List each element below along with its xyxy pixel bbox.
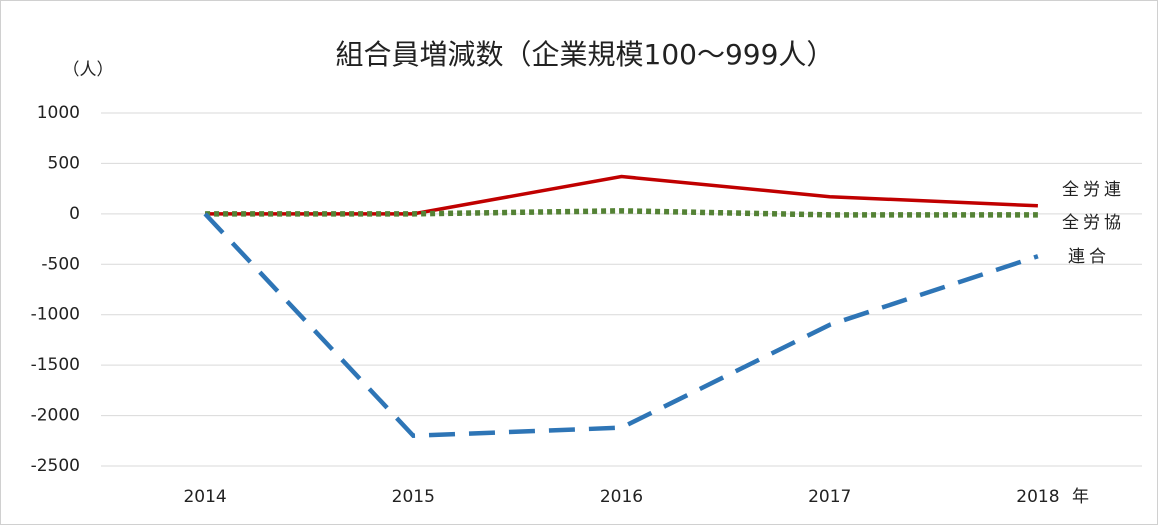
x-tick-label: 2018 xyxy=(1016,487,1059,507)
y-tick-label: -500 xyxy=(41,254,80,274)
series-line xyxy=(203,212,1039,439)
series-label: 全労協 xyxy=(1062,213,1125,233)
y-tick-label: -1000 xyxy=(31,305,80,325)
chart-title: 組合員増減数（企業規模100～999人） xyxy=(336,38,835,71)
series-label: 連合 xyxy=(1068,247,1110,267)
y-tick-label: 500 xyxy=(48,153,80,173)
x-tick-label: 2015 xyxy=(392,487,435,507)
x-tick-label: 2017 xyxy=(808,487,851,507)
y-tick-label: 0 xyxy=(69,204,80,224)
series-label: 全労連 xyxy=(1062,180,1125,200)
y-tick-label: -2000 xyxy=(31,406,80,426)
x-tick-label: 2014 xyxy=(183,487,226,507)
y-tick-label: -1500 xyxy=(31,355,80,375)
x-tick-label: 2016 xyxy=(600,487,643,507)
y-tick-label: 1000 xyxy=(37,103,80,123)
y-tick-label: -2500 xyxy=(31,456,80,476)
series-line xyxy=(205,208,1038,218)
x-axis-label: 年 xyxy=(1072,487,1089,507)
y-axis-label: （人） xyxy=(63,60,114,80)
